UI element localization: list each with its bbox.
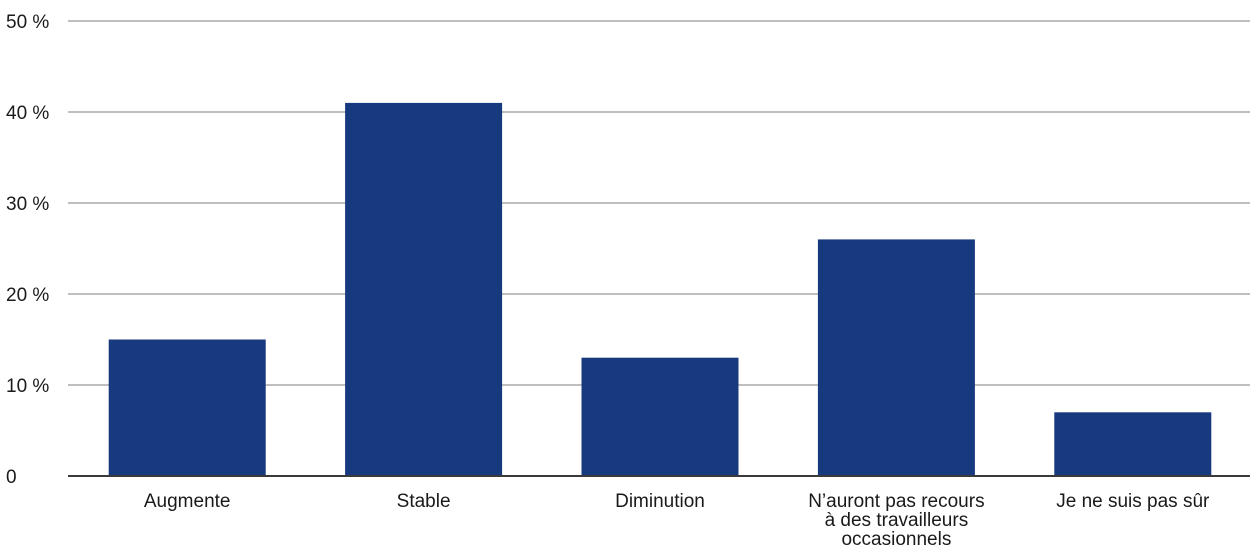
bar-1 <box>345 102 503 477</box>
bar-0 <box>108 339 266 476</box>
y-tick-label-30: 30 % <box>6 194 49 215</box>
x-tick-label-4: Je ne suis pas sûr <box>1056 491 1210 512</box>
y-tick-label-20: 20 % <box>6 285 49 306</box>
x-tick-label-2: Diminution <box>615 491 705 512</box>
bars <box>108 102 1212 477</box>
bar-3 <box>817 239 975 476</box>
x-tick-label-3: N’auront pas recours à des travailleurs oc… <box>808 491 984 550</box>
x-tick-label-0: Augmente <box>144 491 231 512</box>
gridlines <box>68 20 1250 386</box>
x-tick-label-0-line-0: Augmente <box>144 491 231 512</box>
y-tick-label-40: 40 % <box>6 103 49 124</box>
y-tick-label-10: 10 % <box>6 376 49 397</box>
bar-2 <box>581 357 739 476</box>
x-tick-label-1-line-0: Stable <box>397 491 451 512</box>
x-tick-label-3-line-2: occasionnels <box>841 529 951 550</box>
x-axis-tick-labels: Augmente Stable Diminution N’auront pas rec… <box>144 491 1210 550</box>
y-axis-tick-labels: 0 10 % 20 % 30 % 40 % 50 % <box>6 12 49 488</box>
x-tick-label-2-line-0: Diminution <box>615 491 705 512</box>
x-tick-label-4-line-0: Je ne suis pas sûr <box>1056 491 1210 512</box>
bar-4 <box>1054 412 1212 476</box>
x-tick-label-3-line-1: à des travailleurs <box>825 510 969 531</box>
y-tick-label-0: 0 <box>6 467 17 488</box>
x-tick-label-3-line-0: N’auront pas recours <box>808 491 984 512</box>
x-tick-label-1: Stable <box>397 491 451 512</box>
y-tick-label-50: 50 % <box>6 12 49 33</box>
